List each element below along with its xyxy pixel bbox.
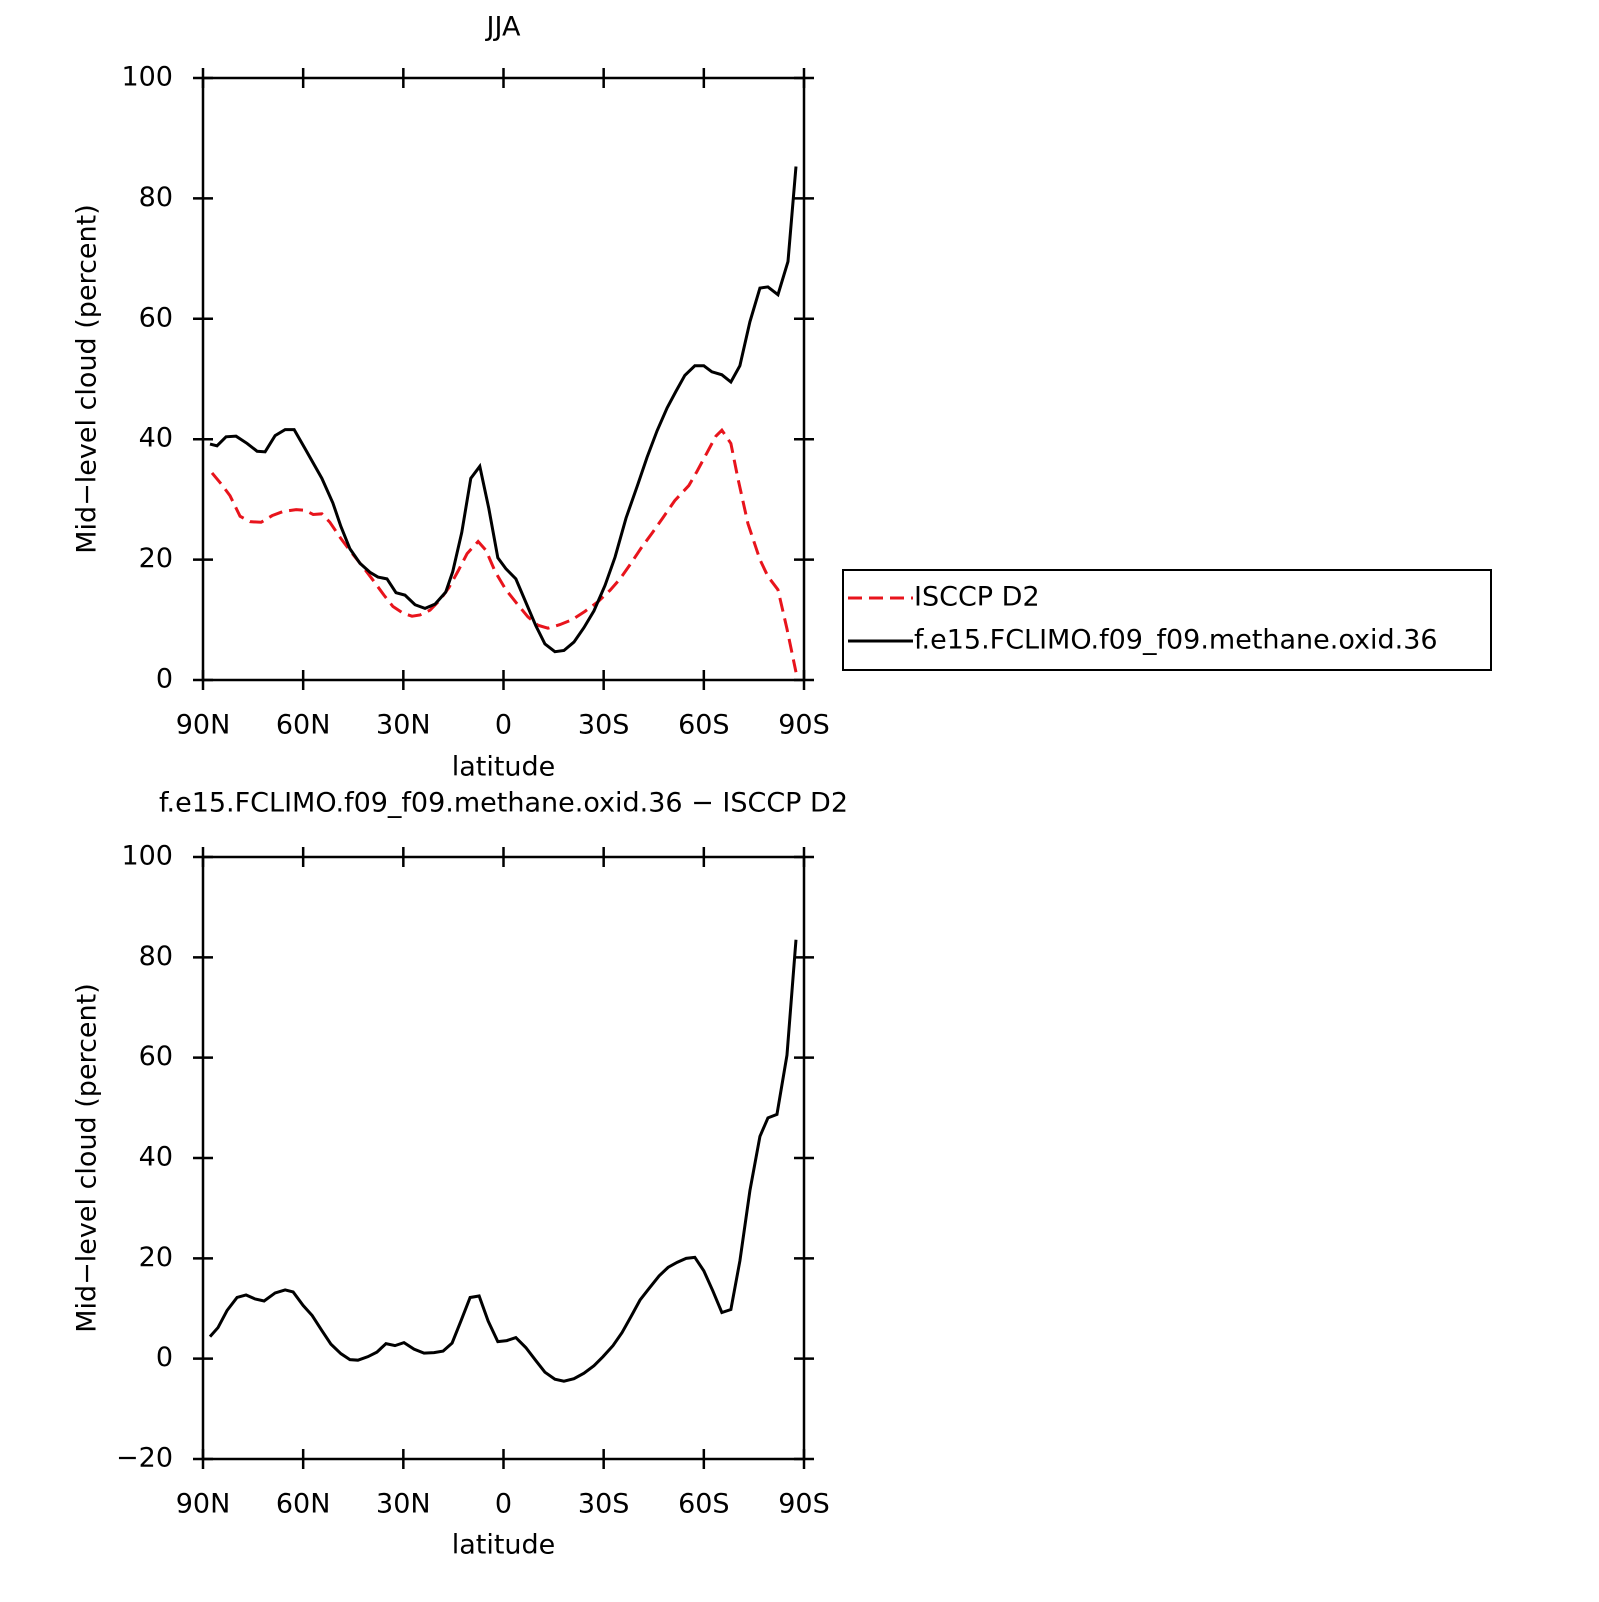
y-tick-label: 100 bbox=[121, 62, 173, 93]
x-tick-label: 30S bbox=[578, 1489, 630, 1520]
y-tick-label: 80 bbox=[139, 182, 173, 213]
x-tick-label: 0 bbox=[495, 710, 512, 741]
legend-box bbox=[842, 569, 1492, 671]
plot-frame bbox=[201, 855, 806, 1461]
x-tick-label: 30S bbox=[578, 710, 630, 741]
x-tick-label: 30N bbox=[376, 1489, 431, 1520]
y-tick-label: 40 bbox=[139, 1142, 173, 1173]
chart-title: f.e15.FCLIMO.f09_f09.methane.oxid.36 − I… bbox=[159, 788, 848, 819]
x-axis-label: latitude bbox=[452, 1530, 556, 1561]
y-tick-label: 60 bbox=[139, 302, 173, 333]
x-tick-label: 90N bbox=[176, 1489, 231, 1520]
x-tick-label: 90S bbox=[778, 710, 830, 741]
y-tick-label: 100 bbox=[121, 841, 173, 872]
x-tick-label: 60S bbox=[678, 1489, 730, 1520]
y-tick-label: 20 bbox=[139, 1242, 173, 1273]
legend-label: f.e15.FCLIMO.f09_f09.methane.oxid.36 bbox=[914, 625, 1438, 656]
x-axis-label: latitude bbox=[452, 752, 556, 783]
x-tick-label: 0 bbox=[495, 1489, 512, 1520]
plot-frame bbox=[201, 76, 806, 682]
x-tick-label: 30N bbox=[376, 710, 431, 741]
x-tick-label: 60N bbox=[276, 1489, 331, 1520]
y-tick-label: 40 bbox=[139, 423, 173, 454]
y-tick-label: 0 bbox=[156, 664, 173, 695]
x-tick-label: 90S bbox=[778, 1489, 830, 1520]
x-tick-label: 90N bbox=[176, 710, 231, 741]
x-tick-label: 60N bbox=[276, 710, 331, 741]
chart-title: JJA bbox=[485, 12, 521, 43]
y-tick-label: 20 bbox=[139, 543, 173, 574]
y-tick-label: −20 bbox=[116, 1443, 173, 1474]
data-line bbox=[208, 939, 798, 1383]
data-line bbox=[210, 427, 798, 673]
y-tick-label: 80 bbox=[139, 941, 173, 972]
y-axis-label: Mid−level cloud (percent) bbox=[72, 983, 103, 1333]
y-tick-label: 60 bbox=[139, 1041, 173, 1072]
y-axis-label: Mid−level cloud (percent) bbox=[72, 204, 103, 554]
y-tick-label: 0 bbox=[156, 1342, 173, 1373]
data-line bbox=[209, 166, 798, 654]
legend-label: ISCCP D2 bbox=[914, 582, 1040, 613]
x-tick-label: 60S bbox=[678, 710, 730, 741]
